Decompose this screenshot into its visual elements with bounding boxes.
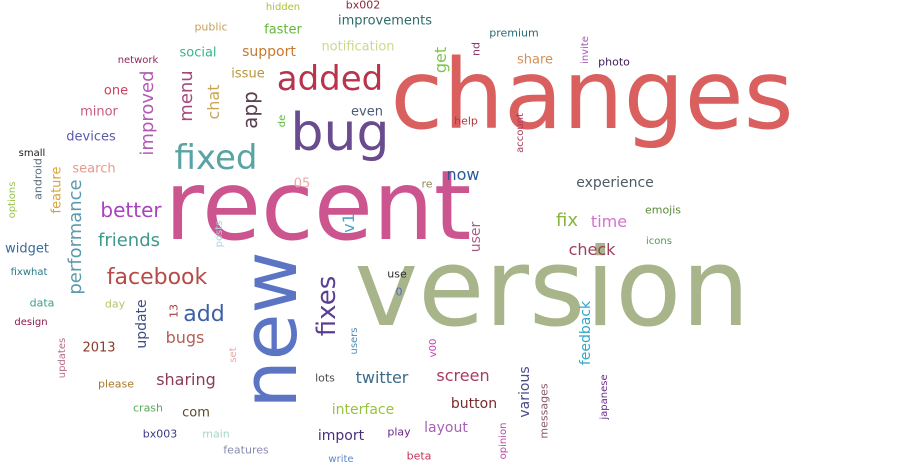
word-features: features bbox=[223, 443, 269, 457]
word-even: even bbox=[351, 104, 383, 120]
word-data: data bbox=[29, 296, 55, 310]
word-time: time bbox=[590, 212, 628, 231]
word-one: one bbox=[103, 83, 129, 99]
word-add: add bbox=[183, 302, 225, 327]
word-social: social bbox=[179, 45, 217, 61]
word-icons: icons bbox=[646, 236, 672, 247]
word-import: import bbox=[317, 428, 365, 444]
word-fix: fix bbox=[556, 210, 578, 231]
word-lots: lots bbox=[315, 371, 335, 385]
word-now: now bbox=[446, 165, 480, 184]
word-screen: screen bbox=[436, 366, 490, 385]
word-check: check bbox=[568, 240, 616, 259]
word-fixes: fixes bbox=[312, 275, 342, 337]
word-com: com bbox=[182, 405, 210, 421]
word-feedback: feedback bbox=[578, 300, 594, 366]
word-widget: widget bbox=[5, 241, 49, 257]
word-minor: minor bbox=[80, 104, 118, 120]
word-bugs: bugs bbox=[165, 328, 205, 347]
word-twitter: twitter bbox=[355, 368, 409, 387]
word-recent: recent bbox=[164, 150, 472, 262]
word-account: account bbox=[515, 113, 526, 153]
word-de: de bbox=[277, 114, 288, 128]
word-improved: improved bbox=[137, 70, 158, 156]
word-layout: layout bbox=[424, 420, 468, 436]
word-nd: nd bbox=[469, 42, 483, 56]
word-re: re bbox=[421, 177, 433, 191]
word-menu: menu bbox=[176, 70, 197, 122]
word-added: added bbox=[276, 59, 384, 99]
word-crash: crash bbox=[132, 401, 164, 415]
word-fixed: fixed bbox=[174, 138, 258, 178]
word-main: main bbox=[202, 427, 230, 441]
word-version: version bbox=[354, 226, 750, 351]
word-bx002: bx002 bbox=[345, 0, 381, 12]
word-various: various bbox=[517, 366, 533, 418]
word-button: button bbox=[450, 396, 498, 412]
word-updates: updates bbox=[57, 337, 68, 379]
word-small: small bbox=[18, 148, 46, 159]
word-write: write bbox=[328, 454, 354, 465]
word-beta: beta bbox=[406, 449, 432, 463]
word-please: please bbox=[97, 377, 135, 391]
word-new: new bbox=[225, 251, 314, 409]
word-network: network bbox=[117, 55, 159, 66]
word-share: share bbox=[516, 52, 554, 68]
word-friends: friends bbox=[97, 230, 161, 251]
word-help: help bbox=[454, 114, 478, 128]
word-update: update bbox=[134, 299, 150, 349]
word-v1: v1 bbox=[339, 213, 358, 233]
word-set: set bbox=[228, 347, 239, 363]
word-japanese: japanese bbox=[599, 374, 610, 420]
word-premium: premium bbox=[489, 26, 539, 40]
word-performance: performance bbox=[65, 179, 86, 295]
word-fixwhat: fixwhat bbox=[10, 267, 48, 278]
word-2013: 2013 bbox=[82, 340, 116, 356]
word-hidden: hidden bbox=[265, 2, 301, 13]
word-user: user bbox=[468, 221, 484, 253]
word-improvements: improvements bbox=[337, 13, 433, 29]
word-notification: notification bbox=[321, 39, 395, 55]
word-opinion: opinion bbox=[498, 422, 509, 460]
word-support: support bbox=[242, 44, 296, 60]
word-experience: experience bbox=[576, 175, 654, 191]
word-bx003: bx003 bbox=[142, 427, 178, 441]
word-users: users bbox=[349, 327, 360, 355]
word-facebook: facebook bbox=[106, 265, 208, 290]
word-android: android bbox=[31, 158, 45, 200]
word-faster: faster bbox=[264, 22, 302, 38]
word-chat: chat bbox=[204, 84, 223, 120]
word-bug: bug bbox=[290, 103, 390, 163]
word-changes: changes bbox=[390, 39, 794, 151]
word-13: 13 bbox=[167, 304, 181, 318]
word-options: options bbox=[7, 181, 18, 219]
word-photo: photo bbox=[598, 55, 630, 69]
word-invite: invite bbox=[580, 36, 591, 64]
word-messages: messages bbox=[537, 383, 551, 439]
word-v00: v00 bbox=[428, 338, 439, 358]
word-feature: feature bbox=[49, 166, 65, 214]
word-play: play bbox=[387, 425, 411, 439]
word-get: get bbox=[431, 46, 450, 74]
word-interface: interface bbox=[331, 402, 395, 418]
word-day: day bbox=[104, 297, 126, 311]
word-posts: posts bbox=[214, 220, 225, 248]
word-emojis: emojis bbox=[644, 203, 682, 217]
word-use: use bbox=[387, 267, 407, 281]
word-better: better bbox=[100, 198, 162, 222]
word-design: design bbox=[14, 317, 48, 328]
word-issue: issue bbox=[231, 66, 265, 82]
word-public: public bbox=[194, 20, 228, 34]
word-0: 0 bbox=[395, 285, 403, 299]
word-search: search bbox=[72, 161, 116, 177]
word-05: 05 bbox=[293, 176, 311, 192]
word-app: app bbox=[238, 91, 262, 129]
word-sharing: sharing bbox=[156, 370, 216, 389]
word-devices: devices bbox=[66, 129, 116, 145]
